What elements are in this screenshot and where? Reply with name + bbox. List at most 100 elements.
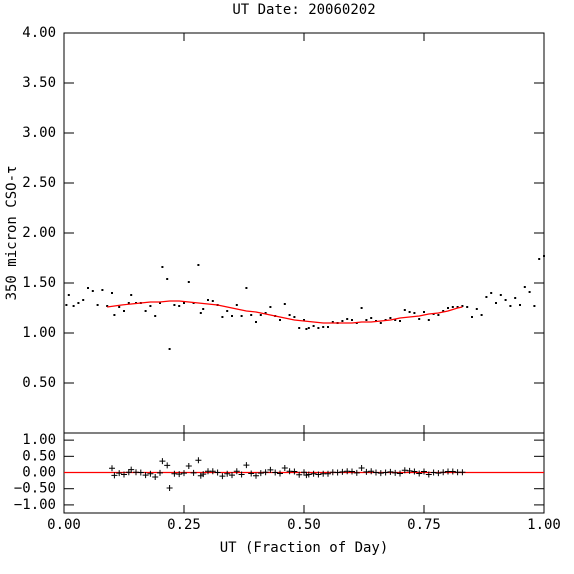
data-point — [533, 305, 536, 307]
data-point — [485, 296, 488, 298]
data-point — [245, 287, 248, 289]
residual-point — [425, 471, 432, 478]
data-point — [365, 319, 368, 321]
y-tick-label: 0.00 — [22, 465, 56, 481]
residual-point — [181, 470, 187, 477]
data-point — [130, 294, 133, 296]
data-point — [231, 315, 233, 317]
residual-point — [421, 468, 427, 475]
data-point — [480, 314, 483, 316]
y-tick-label: 3.00 — [22, 125, 56, 141]
data-point — [288, 314, 291, 316]
y-axis-label: 350 micron CSO-τ — [4, 166, 20, 301]
data-point — [235, 304, 238, 306]
data-point — [327, 326, 329, 328]
data-point — [96, 304, 99, 306]
data-point — [77, 302, 80, 304]
data-point — [523, 286, 526, 288]
data-point — [259, 314, 262, 316]
data-point — [389, 317, 392, 319]
residual-point — [195, 457, 202, 464]
residual-point — [253, 472, 259, 479]
residual-point — [219, 473, 226, 480]
data-point — [351, 319, 353, 321]
residual-point — [152, 474, 159, 481]
data-point — [113, 314, 116, 316]
residual-point — [176, 471, 183, 478]
residual-point — [164, 462, 171, 469]
data-point — [67, 294, 70, 296]
residual-point — [459, 469, 466, 476]
residual-point — [142, 472, 149, 479]
data-point — [106, 305, 109, 307]
data-point — [490, 292, 493, 294]
data-point — [423, 311, 425, 313]
residual-point — [233, 468, 240, 475]
residual-point — [157, 469, 163, 476]
residual-point — [363, 468, 370, 475]
data-point — [240, 315, 243, 317]
data-point — [408, 311, 411, 313]
data-point — [202, 308, 205, 310]
residual-point — [159, 458, 166, 465]
data-point — [394, 319, 397, 321]
data-point — [154, 315, 157, 317]
data-point — [403, 309, 406, 311]
data-point — [144, 310, 147, 312]
residual-point — [440, 469, 447, 476]
data-point — [123, 310, 125, 312]
data-point — [269, 306, 272, 308]
y-tick-label: −1.00 — [14, 497, 56, 513]
data-point — [166, 278, 169, 280]
data-point — [514, 297, 517, 299]
residual-point — [224, 470, 231, 477]
data-point — [456, 306, 459, 308]
chart-title: UT Date: 20060202 — [232, 2, 375, 18]
x-tick-label: 0.75 — [407, 517, 441, 533]
residual-point — [214, 469, 221, 476]
data-point — [528, 291, 531, 293]
residual-point — [238, 471, 245, 478]
data-point — [379, 322, 382, 324]
data-point — [317, 327, 320, 329]
residual-point — [272, 469, 279, 476]
data-point — [65, 304, 68, 306]
data-point — [101, 289, 104, 291]
y-tick-label: 2.50 — [22, 175, 56, 191]
y-tick-label: 1.00 — [22, 325, 56, 341]
data-point — [159, 302, 161, 304]
data-point — [471, 316, 473, 318]
residual-point — [267, 466, 274, 473]
residual-point — [296, 471, 303, 478]
data-point — [495, 302, 497, 304]
data-point — [303, 319, 305, 321]
data-point — [199, 312, 202, 314]
residual-point — [353, 469, 360, 476]
residual-point — [411, 468, 418, 475]
residual-point — [401, 467, 408, 474]
residual-point — [382, 469, 389, 476]
x-axis-label: UT (Fraction of Day) — [220, 540, 389, 556]
data-point — [427, 319, 430, 321]
data-point — [207, 299, 209, 301]
data-point — [451, 306, 454, 308]
data-point — [413, 312, 416, 314]
residual-point — [116, 470, 123, 477]
data-point — [118, 306, 121, 308]
data-point — [499, 294, 502, 296]
residual-point — [137, 469, 144, 476]
data-point — [161, 266, 164, 268]
residual-point — [339, 468, 346, 475]
x-tick-label: 0.50 — [287, 517, 321, 533]
y-tick-label: 1.00 — [22, 432, 56, 448]
x-tick-label: 1.00 — [527, 517, 561, 533]
data-point — [442, 310, 445, 312]
y-tick-label: −0.50 — [14, 481, 56, 497]
y-tick-label: 1.50 — [22, 275, 56, 291]
residual-point — [368, 468, 375, 475]
data-point — [447, 307, 449, 309]
residual-point — [305, 471, 312, 478]
data-point — [543, 255, 545, 257]
residual-point — [416, 470, 423, 477]
